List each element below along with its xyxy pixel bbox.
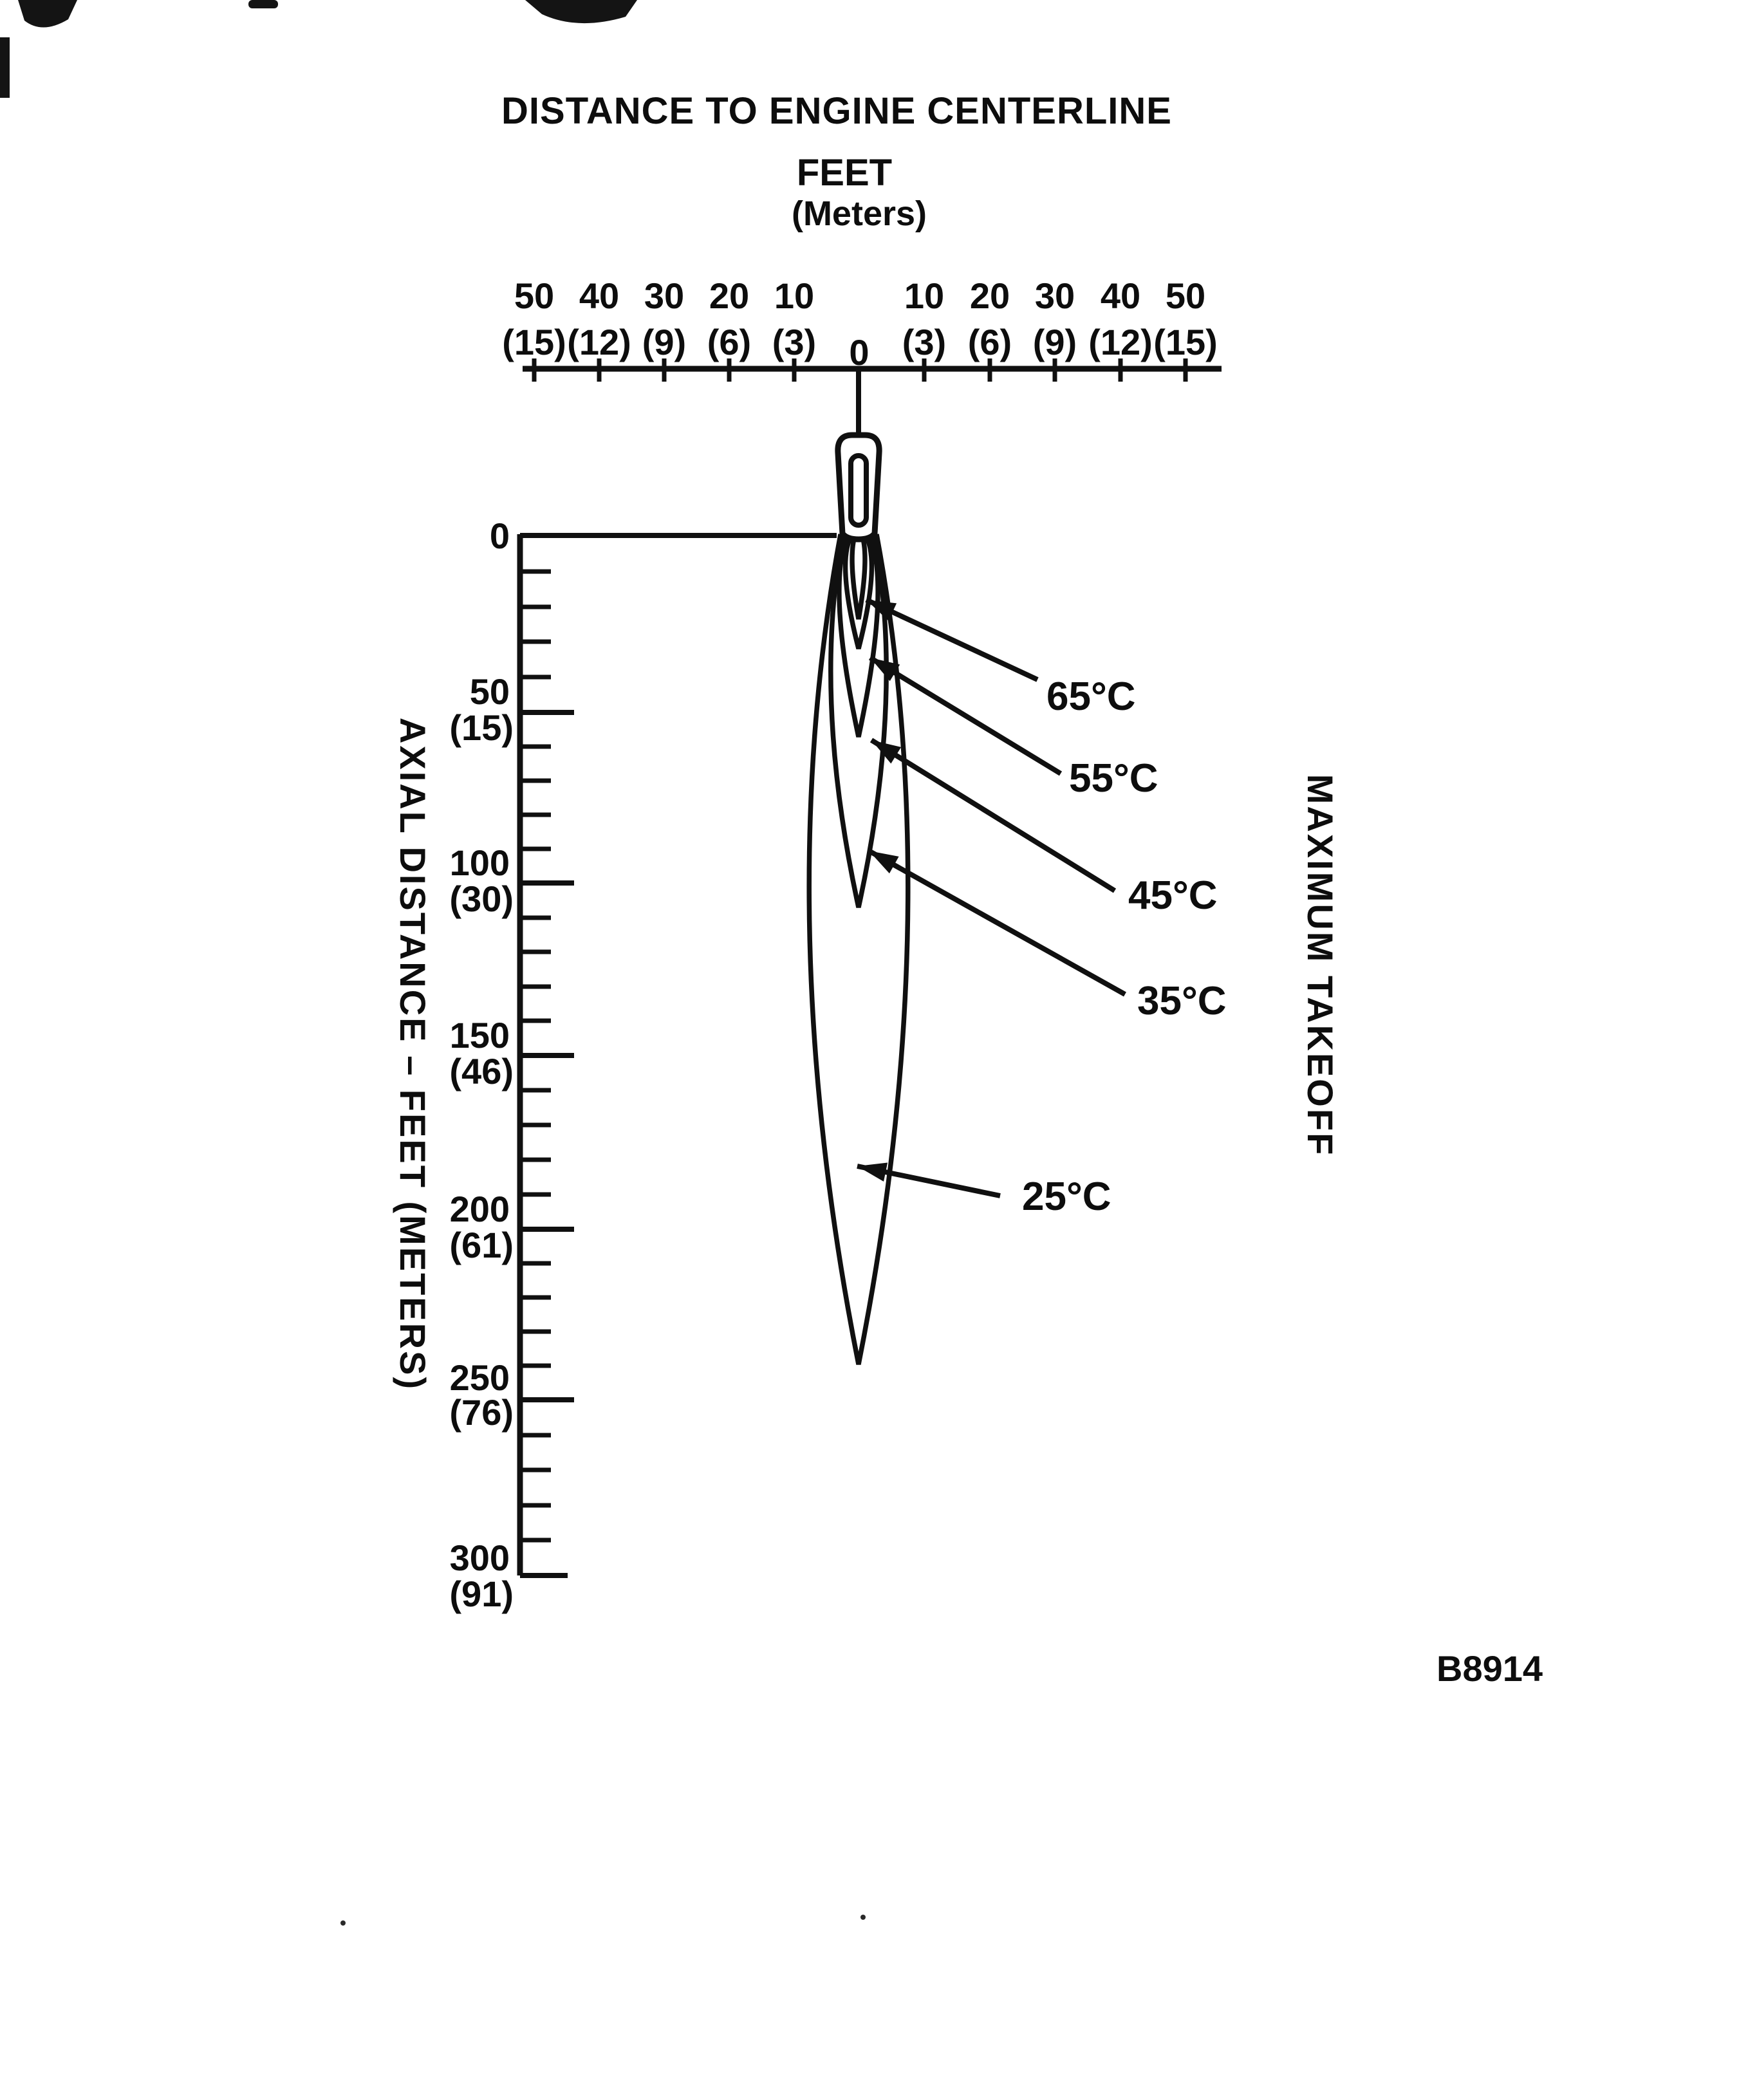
left-axis-title: AXIAL DISTANCE – FEET (METERS) bbox=[393, 718, 433, 1391]
left-tick-label: 250 bbox=[450, 1357, 510, 1398]
temperature-contours bbox=[806, 533, 911, 1365]
top-tick-meters: (15) bbox=[1153, 322, 1218, 362]
top-axis-ticks bbox=[532, 358, 1188, 382]
top-tick-meters: (9) bbox=[642, 322, 686, 362]
top-tick-meters: (9) bbox=[1033, 322, 1077, 362]
top-tick-label: 30 bbox=[644, 275, 684, 316]
left-tick-label: 200 bbox=[450, 1189, 510, 1229]
top-tick-label: 50 bbox=[514, 275, 554, 316]
left-tick-meters: (46) bbox=[449, 1051, 514, 1092]
top-tick-label: 10 bbox=[904, 275, 944, 316]
top-tick-label: 40 bbox=[579, 275, 619, 316]
contour-25c bbox=[806, 534, 911, 1365]
top-tick-label: 20 bbox=[709, 275, 749, 316]
top-tick-meters: (3) bbox=[772, 322, 816, 362]
scan-artifacts bbox=[0, 0, 866, 1926]
contour-label-45c: 45°C bbox=[1128, 873, 1218, 918]
left-tick-label: 0 bbox=[490, 516, 510, 556]
left-tick-label: 150 bbox=[450, 1015, 510, 1055]
top-tick-label: 50 bbox=[1166, 275, 1205, 316]
contour-55c bbox=[842, 533, 875, 649]
chart-title-block: DISTANCE TO ENGINE CENTERLINE FEET (Mete… bbox=[501, 90, 1172, 233]
figure-number: B8914 bbox=[1436, 1648, 1543, 1689]
left-axis-major-ticks bbox=[520, 710, 574, 1578]
leader-arrow-35c bbox=[868, 848, 1126, 997]
contour-label-25c: 25°C bbox=[1022, 1175, 1111, 1219]
left-axis-minor-ticks bbox=[520, 569, 551, 1543]
engine-symbol bbox=[835, 369, 882, 543]
top-tick-meters: (12) bbox=[567, 322, 631, 362]
chart-title: DISTANCE TO ENGINE CENTERLINE bbox=[501, 90, 1172, 132]
contour-temperature-labels: 65°C 55°C 45°C 35°C 25°C bbox=[1022, 674, 1227, 1219]
contour-label-55c: 55°C bbox=[1069, 756, 1158, 801]
top-axis-zero-label: 0 bbox=[849, 332, 869, 373]
top-tick-label: 10 bbox=[774, 275, 814, 316]
contour-65c bbox=[850, 533, 868, 620]
contour-leader-arrows bbox=[857, 597, 1126, 1198]
left-tick-meters: (61) bbox=[449, 1225, 514, 1265]
chart-units-meters: (Meters) bbox=[792, 194, 927, 233]
contour-45c bbox=[837, 533, 880, 738]
top-tick-meters: (15) bbox=[502, 322, 566, 362]
left-tick-label: 100 bbox=[450, 842, 510, 883]
top-tick-label: 40 bbox=[1101, 275, 1140, 316]
top-tick-label: 30 bbox=[1035, 275, 1075, 316]
top-tick-label: 20 bbox=[970, 275, 1010, 316]
chart-units-feet: FEET bbox=[797, 152, 892, 194]
contour-label-65c: 65°C bbox=[1046, 674, 1136, 719]
leader-arrow-45c bbox=[869, 738, 1117, 893]
condition-label: MAXIMUM TAKEOFF bbox=[1300, 774, 1341, 1157]
engine-inlet-slot bbox=[848, 453, 869, 528]
top-tick-meters: (12) bbox=[1088, 322, 1153, 362]
left-tick-meters: (30) bbox=[449, 878, 514, 919]
left-tick-meters: (76) bbox=[449, 1392, 514, 1433]
left-axis: 0 50 100 150 200 250 300 (15) (30) (46) … bbox=[393, 516, 837, 1614]
top-tick-meters: (6) bbox=[968, 322, 1012, 362]
leader-arrow-55c bbox=[868, 655, 1063, 776]
top-axis: 50 40 30 20 10 10 20 30 40 50 (15) (12) … bbox=[502, 275, 1222, 382]
contour-label-35c: 35°C bbox=[1137, 979, 1227, 1023]
left-tick-label: 300 bbox=[450, 1538, 510, 1578]
top-tick-meters: (3) bbox=[902, 322, 946, 362]
contour-35c bbox=[828, 534, 889, 908]
left-tick-meters: (91) bbox=[449, 1574, 514, 1614]
left-tick-label: 50 bbox=[470, 671, 510, 712]
top-tick-meters: (6) bbox=[707, 322, 751, 362]
left-tick-meters: (15) bbox=[449, 707, 514, 748]
leader-arrow-65c bbox=[865, 597, 1039, 682]
leader-arrow-25c bbox=[857, 1162, 1001, 1198]
